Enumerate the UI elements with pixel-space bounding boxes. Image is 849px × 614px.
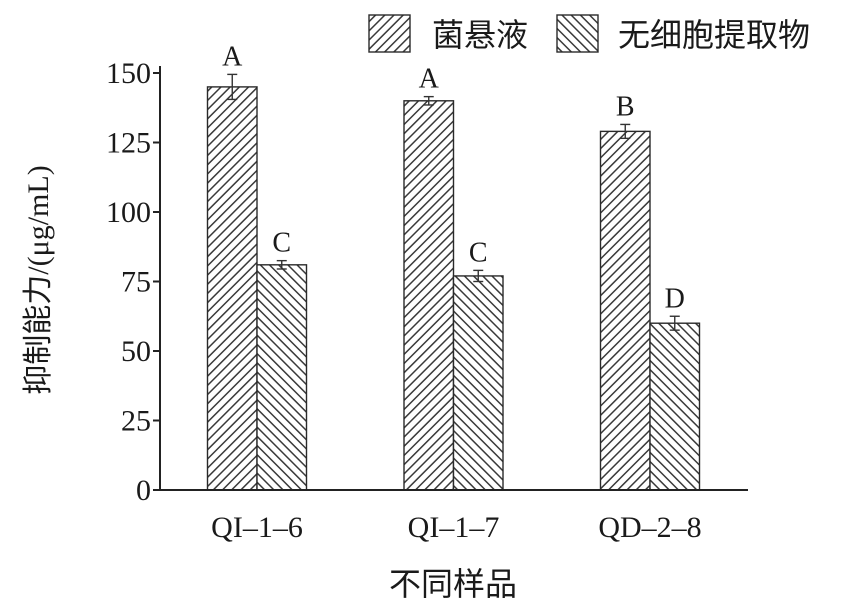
x-tick-label: QD–2–8: [598, 511, 701, 544]
bar: [452, 275, 504, 491]
y-axis-title: 抑制能力/(μg/mL): [22, 165, 55, 394]
legend-swatch-cell-free-extract: [556, 14, 599, 53]
bar-group: D: [649, 283, 701, 491]
significance-letter: A: [222, 41, 243, 72]
legend-item-cell-free-extract: 无细胞提取物: [556, 14, 810, 53]
x-axis-title: 不同样品: [389, 566, 517, 602]
significance-letter: B: [616, 91, 635, 122]
bar: [599, 130, 651, 491]
y-tick-label: 150: [106, 57, 151, 90]
bar: [403, 100, 455, 491]
bar-group: A: [403, 64, 455, 491]
bar-group: C: [452, 237, 504, 491]
legend-swatch-suspension: [368, 14, 411, 53]
bars: A A B C C D: [206, 41, 701, 491]
significance-letter: C: [272, 228, 291, 259]
legend-label-cell-free-extract: 无细胞提取物: [618, 17, 810, 53]
x-axis-categories: QI–1–6 QI–1–7 QD–2–8: [211, 511, 702, 544]
y-tick-label: 100: [106, 196, 151, 229]
significance-letter: D: [665, 283, 685, 314]
y-axis-ticks: 0 25 50 75 100 125 150: [106, 57, 160, 507]
significance-letter: C: [469, 237, 488, 268]
bar-group: A: [206, 41, 258, 491]
y-tick-label: 0: [136, 474, 151, 507]
y-tick-label: 50: [121, 335, 151, 368]
legend-label-suspension: 菌悬液: [432, 17, 528, 53]
significance-letter: A: [419, 64, 440, 95]
legend-item-suspension: 菌悬液: [368, 14, 528, 53]
bar: [649, 322, 701, 491]
bar-group: B: [599, 91, 651, 491]
y-tick-label: 125: [106, 127, 151, 160]
bar: [206, 86, 258, 491]
legend: 菌悬液 无细胞提取物: [368, 14, 810, 53]
x-tick-label: QI–1–6: [211, 511, 303, 544]
y-tick-label: 75: [121, 266, 151, 299]
bar-group: C: [256, 228, 308, 491]
bar: [256, 264, 308, 491]
x-tick-label: QI–1–7: [408, 511, 500, 544]
y-tick-label: 25: [121, 405, 151, 438]
